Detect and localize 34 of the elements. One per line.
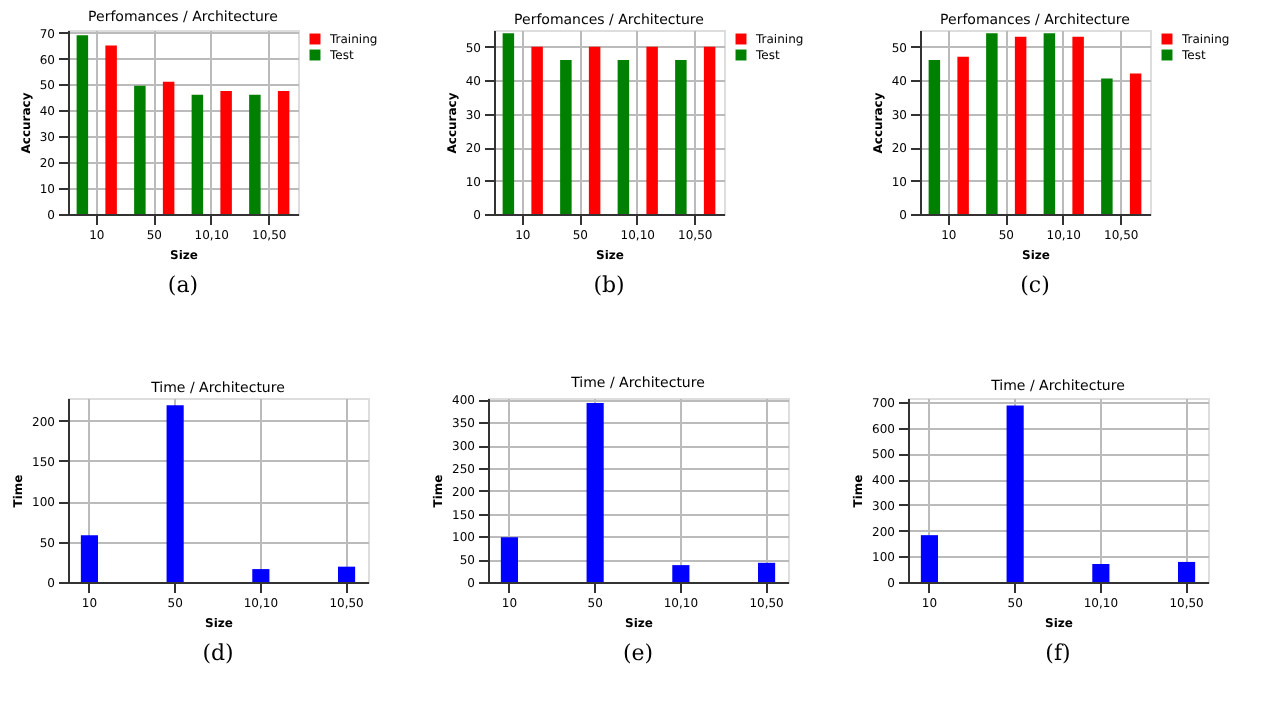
bar (134, 85, 146, 214)
bar (920, 535, 938, 582)
bar (191, 94, 204, 214)
bar (1092, 563, 1110, 582)
text: (b) (593, 272, 625, 298)
bar (76, 35, 89, 214)
text: (e) (622, 640, 654, 666)
bar (1014, 36, 1027, 214)
bar (80, 535, 98, 582)
bar (928, 60, 941, 214)
bar (586, 403, 604, 582)
bar (1072, 36, 1084, 214)
bar (957, 56, 969, 214)
bar (105, 45, 117, 214)
bar (166, 405, 184, 582)
text: (a) (167, 272, 199, 298)
bar (338, 566, 356, 582)
bar (1101, 78, 1113, 214)
bar (220, 90, 232, 214)
bar (1129, 73, 1142, 214)
bar (758, 562, 776, 582)
bar (1178, 561, 1196, 582)
text: (f) (1045, 640, 1071, 666)
bar (1043, 33, 1056, 214)
bar (277, 90, 290, 214)
bar (672, 565, 690, 582)
bar (249, 94, 261, 214)
text: (d) (202, 640, 234, 666)
bar (500, 537, 518, 582)
bar (1006, 405, 1024, 582)
bar (252, 569, 270, 582)
bar (162, 81, 175, 214)
bar (986, 33, 998, 214)
text: (c) (1020, 272, 1050, 298)
